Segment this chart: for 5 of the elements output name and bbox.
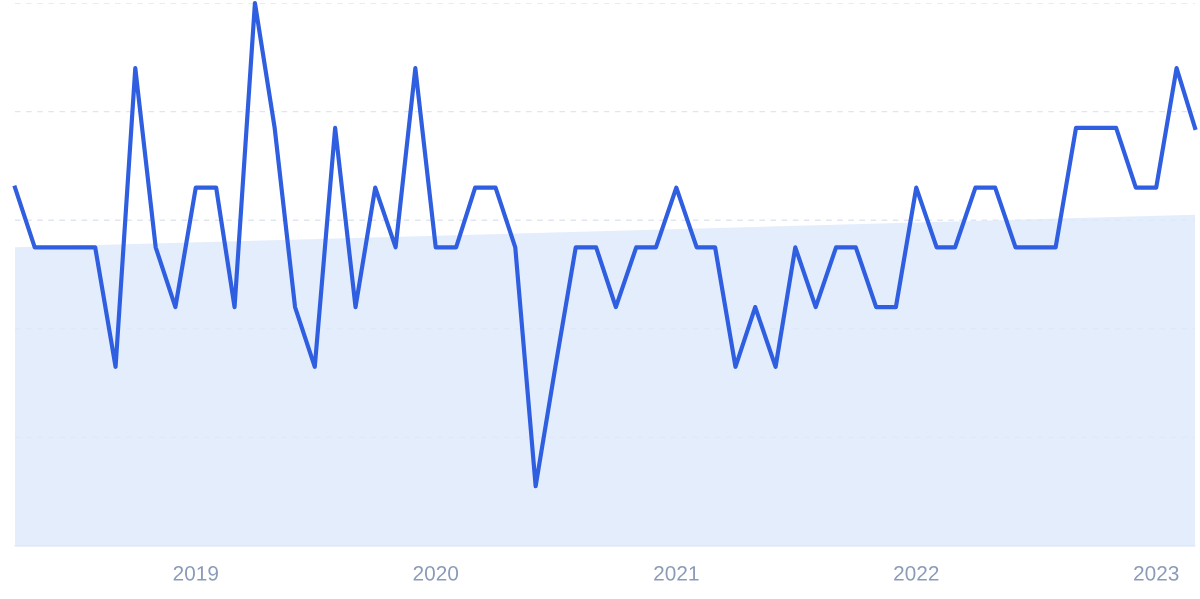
x-tick-label: 2021 xyxy=(654,565,699,581)
x-tick-label: 2019 xyxy=(173,565,218,581)
x-tick-label: 2023 xyxy=(1134,565,1179,581)
x-tick-label: 2020 xyxy=(413,565,459,581)
x-tick-label: 2022 xyxy=(894,565,939,581)
